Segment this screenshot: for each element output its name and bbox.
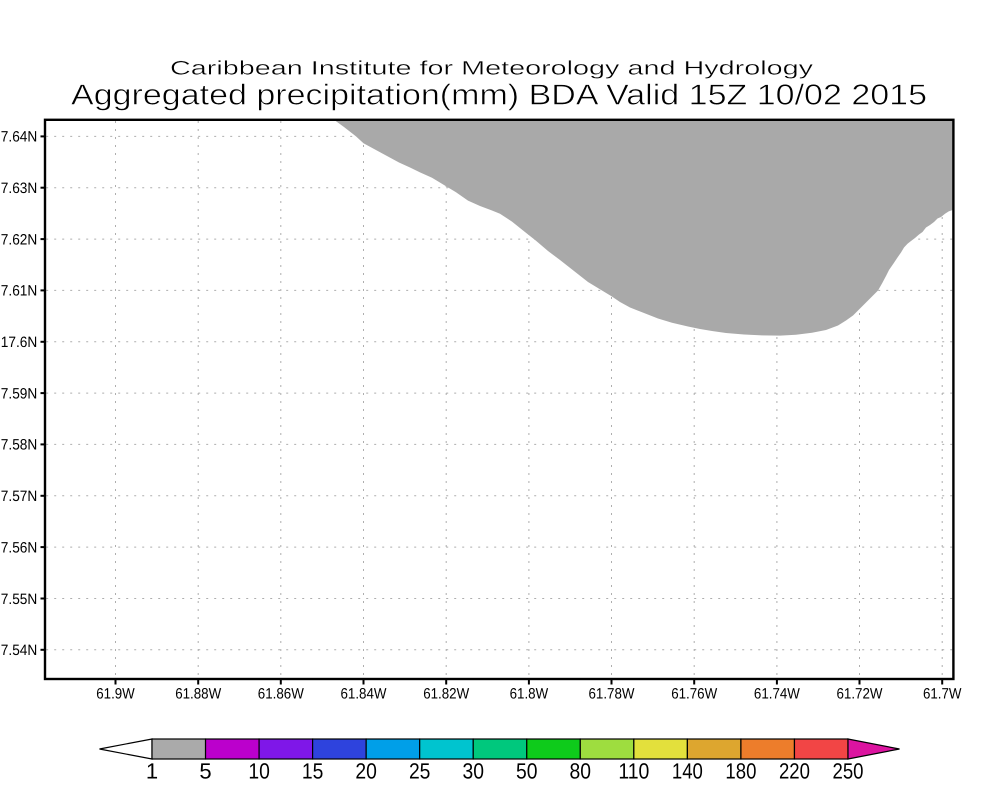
svg-text:7.64N: 7.64N — [1, 129, 38, 146]
svg-text:61.74W: 61.74W — [754, 685, 801, 702]
svg-text:7.57N: 7.57N — [1, 488, 38, 505]
svg-text:20: 20 — [355, 759, 377, 784]
svg-text:61.9W: 61.9W — [96, 685, 135, 702]
svg-text:61.76W: 61.76W — [671, 685, 718, 702]
svg-text:7.61N: 7.61N — [1, 283, 38, 300]
svg-text:1: 1 — [146, 759, 158, 784]
svg-text:15: 15 — [302, 759, 324, 784]
svg-text:61.78W: 61.78W — [589, 685, 636, 702]
svg-text:61.86W: 61.86W — [258, 685, 305, 702]
svg-text:7.62N: 7.62N — [1, 231, 38, 248]
svg-text:250: 250 — [832, 759, 863, 784]
svg-text:61.84W: 61.84W — [341, 685, 388, 702]
svg-text:5: 5 — [199, 759, 211, 784]
svg-text:7.54N: 7.54N — [1, 642, 38, 659]
svg-text:Aggregated precipitation(mm) B: Aggregated precipitation(mm) BDA Valid 1… — [71, 80, 927, 112]
svg-text:30: 30 — [462, 759, 484, 784]
svg-text:Caribbean Institute for Meteor: Caribbean Institute for Meteorology and … — [170, 57, 813, 79]
svg-text:7.56N: 7.56N — [1, 539, 38, 556]
svg-text:180: 180 — [725, 759, 756, 784]
svg-text:110: 110 — [618, 759, 649, 784]
svg-text:7.63N: 7.63N — [1, 180, 38, 197]
svg-text:61.82W: 61.82W — [423, 685, 470, 702]
svg-text:61.8W: 61.8W — [510, 685, 549, 702]
svg-text:7.59N: 7.59N — [1, 385, 38, 402]
svg-text:61.7W: 61.7W — [923, 685, 962, 702]
svg-text:80: 80 — [570, 759, 592, 784]
svg-text:50: 50 — [516, 759, 538, 784]
svg-text:17.6N: 17.6N — [1, 334, 38, 351]
svg-text:61.88W: 61.88W — [175, 685, 222, 702]
svg-text:7.58N: 7.58N — [1, 437, 38, 454]
svg-text:25: 25 — [409, 759, 431, 784]
svg-text:61.72W: 61.72W — [837, 685, 884, 702]
svg-text:220: 220 — [779, 759, 810, 784]
svg-text:10: 10 — [248, 759, 270, 784]
svg-text:140: 140 — [672, 759, 703, 784]
svg-text:7.55N: 7.55N — [1, 591, 38, 608]
